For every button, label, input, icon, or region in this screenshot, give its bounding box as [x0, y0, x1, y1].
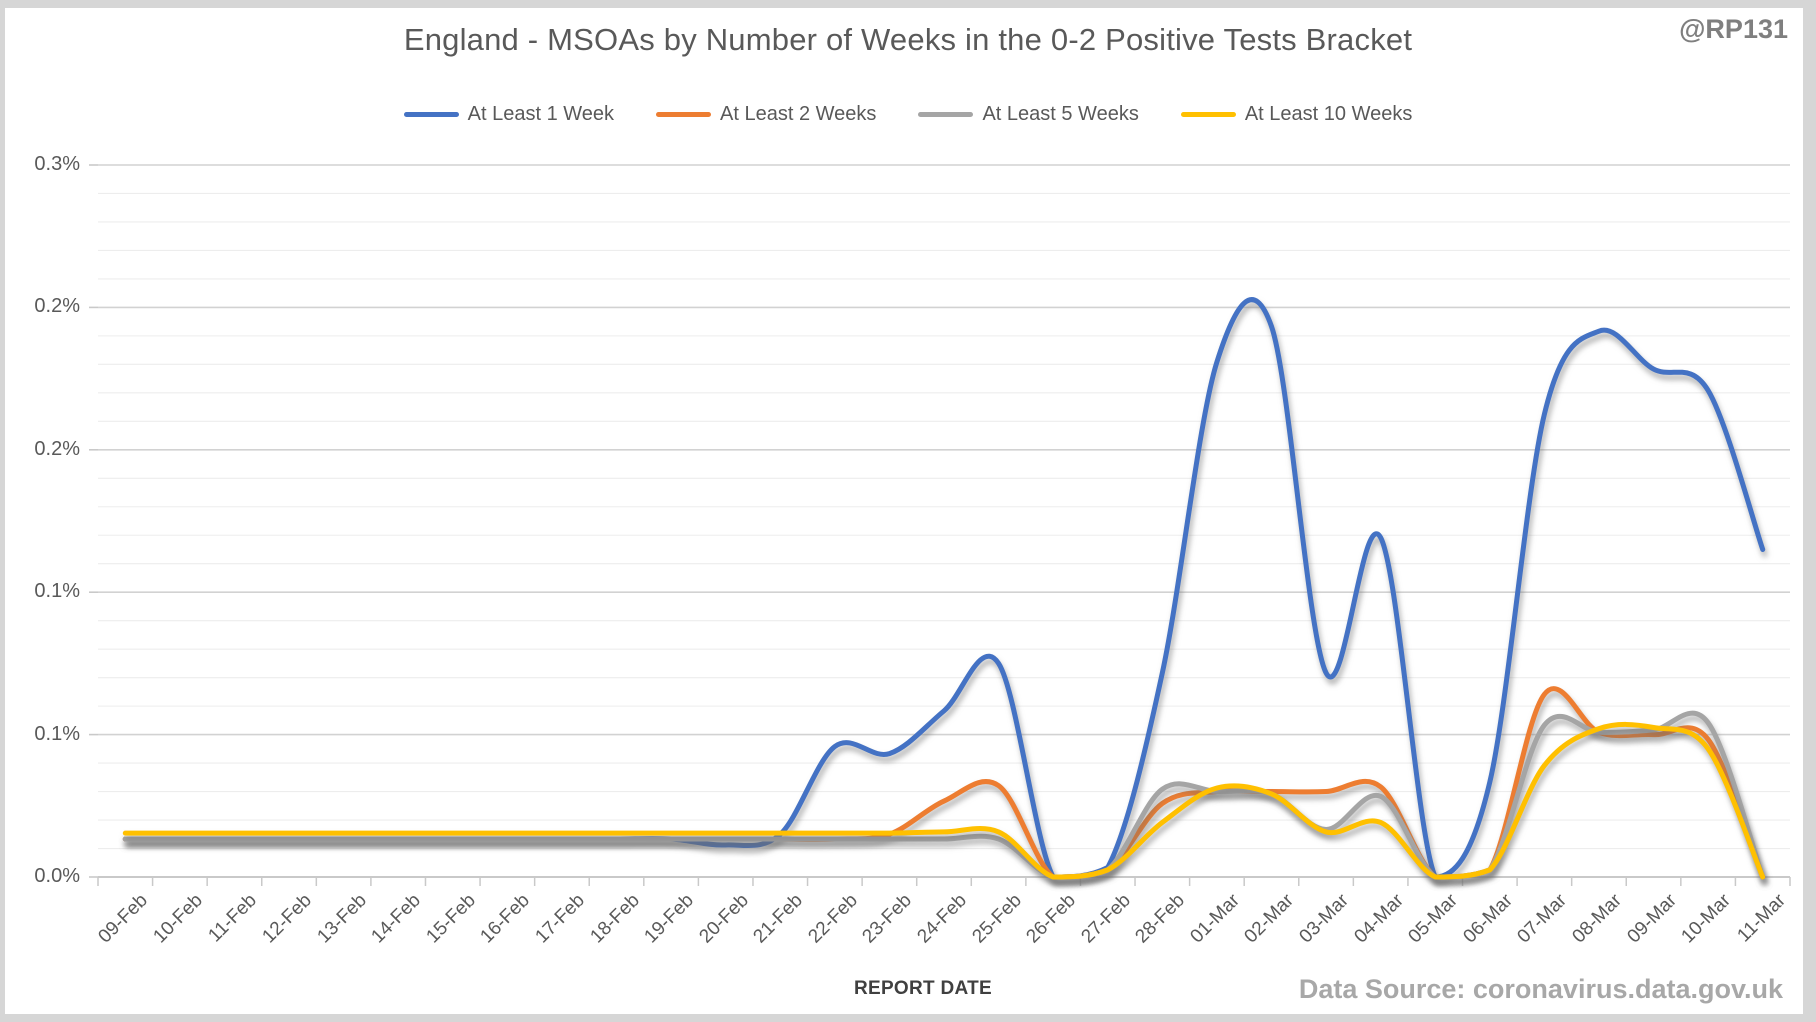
legend-swatch-yellow — [1180, 112, 1236, 117]
legend-item-at-least-1-week: At Least 1 Week — [403, 103, 615, 126]
legend-item-at-least-2-weeks: At Least 2 Weeks — [656, 103, 876, 126]
legend-swatch-blue — [403, 112, 459, 117]
y-axis-label: 0.1% — [34, 580, 80, 603]
data-source-note: Data Source: coronavirus.data.gov.uk — [1298, 974, 1783, 1004]
legend-swatch-gray — [918, 112, 974, 117]
legend-label: At Least 10 Weeks — [1244, 103, 1413, 125]
legend-item-at-least-5-weeks: At Least 5 Weeks — [918, 103, 1139, 126]
series-line-at-least-5-weeks — [122, 710, 1766, 880]
author-badge: @RP131 — [1679, 14, 1788, 44]
series-line-at-least-10-weeks — [122, 721, 1766, 880]
y-axis-label: 0.0% — [34, 865, 80, 887]
y-axis-label: 0.1% — [34, 722, 80, 745]
legend: At Least 1 Week At Least 2 Weeks At Leas… — [0, 103, 1816, 126]
y-axis-label: 0.2% — [34, 437, 80, 460]
y-axis-label: 0.3% — [34, 153, 80, 175]
chart-title: England - MSOAs by Number of Weeks in th… — [403, 22, 1413, 57]
legend-item-at-least-10-weeks: At Least 10 Weeks — [1180, 103, 1413, 126]
legend-label: At Least 1 Week — [467, 103, 615, 125]
legend-label: At Least 5 Weeks — [982, 103, 1139, 125]
x-axis-title: REPORT DATE — [853, 978, 993, 999]
legend-swatch-orange — [656, 112, 712, 117]
y-axis-label: 0.2% — [34, 295, 80, 318]
legend-label: At Least 2 Weeks — [720, 103, 877, 125]
